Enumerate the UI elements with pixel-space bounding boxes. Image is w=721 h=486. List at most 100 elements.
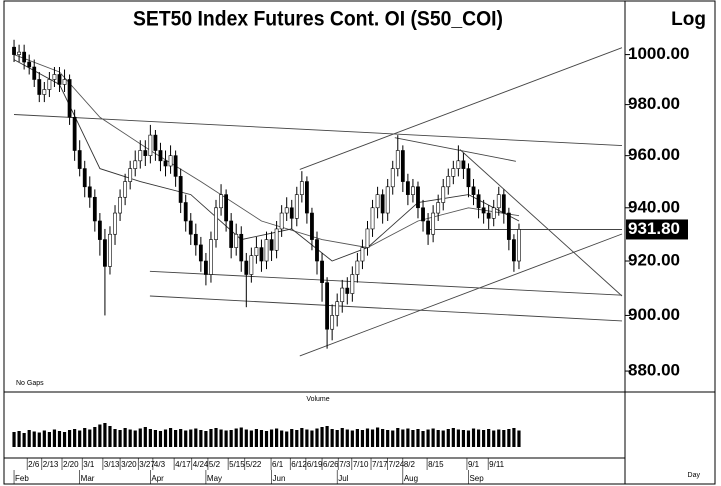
volume-bar [497, 429, 501, 447]
volume-bar [67, 430, 72, 447]
candle-body [87, 186, 92, 198]
volume-bar [214, 428, 218, 447]
candle-body [52, 74, 57, 80]
volume-bar [421, 431, 425, 447]
candle-body [173, 155, 178, 177]
candle-body [22, 51, 27, 63]
candle-body [143, 150, 148, 156]
volume-bar [365, 428, 370, 447]
x-unit-label: Day [688, 472, 701, 479]
volume-bar [411, 430, 415, 447]
candle-body [345, 287, 350, 294]
volume-bar [451, 428, 455, 447]
volume-bar [62, 432, 67, 447]
candle-body [163, 160, 168, 167]
candle-body [249, 255, 254, 275]
x-tick-label: 6/26 [323, 460, 339, 469]
volume-bar [406, 428, 410, 447]
volume-bar [189, 429, 193, 447]
y-tick-label: 960.00 [628, 145, 680, 164]
candle-body [517, 229, 521, 262]
volume-bar [461, 430, 466, 447]
candle-body [299, 181, 304, 195]
trendline [299, 233, 623, 357]
candle-body [264, 239, 269, 262]
volume-bar [290, 429, 294, 447]
x-tick-label: 7/3 [339, 460, 351, 469]
y-tick-label: 920.00 [628, 251, 680, 270]
x-tick-label: 7/10 [353, 460, 369, 469]
candle-body [259, 247, 264, 262]
candle-body [108, 233, 112, 267]
volume-bar [229, 430, 233, 447]
candle-body [350, 274, 355, 294]
volume-bar [285, 431, 289, 447]
candle-body [72, 116, 77, 151]
volume-bar [391, 430, 395, 447]
volume-bar [310, 430, 314, 447]
candle-body [416, 186, 420, 209]
y-tick-label: 940.00 [628, 197, 680, 216]
candle-body [198, 244, 203, 262]
volume-bar [269, 429, 274, 447]
volume-bar [52, 429, 57, 447]
volume-bar [88, 429, 92, 447]
candle-body [365, 228, 370, 248]
volume-bar [264, 431, 269, 447]
volume-bar [295, 430, 299, 447]
candle-body [57, 74, 62, 85]
x-tick-label: 5/2 [209, 460, 221, 469]
volume-bar [360, 430, 365, 447]
volume-bar [47, 432, 51, 447]
month-label: Apr [151, 474, 164, 483]
volume-bar [482, 430, 486, 447]
volume-bar [118, 430, 122, 447]
volume-label: Volume [306, 396, 329, 403]
volume-bar [78, 430, 82, 447]
candle-body [355, 260, 360, 275]
candle-body [62, 79, 67, 85]
volume-bar [275, 428, 279, 447]
volume-bar [517, 430, 521, 447]
candle-body [426, 220, 430, 235]
volume-bar [224, 430, 228, 447]
x-tick-label: 6/12 [291, 460, 307, 469]
volume-bar [199, 430, 203, 447]
candle-body [481, 207, 486, 214]
candle-body [506, 212, 511, 240]
volume-bar [446, 429, 450, 447]
volume-bar [401, 429, 405, 447]
candle-body [128, 168, 133, 182]
candle-body [229, 220, 234, 248]
candle-body [153, 134, 158, 151]
candle-body [27, 61, 32, 68]
candle-body [12, 46, 16, 55]
candle-body [400, 150, 405, 182]
candle-body [476, 194, 481, 209]
volume-bar [259, 430, 264, 447]
candle-body [209, 239, 213, 275]
y-tick-label: 1000.00 [628, 44, 689, 63]
volume-bar [325, 426, 329, 447]
candle-body [32, 66, 37, 80]
volume-bar [108, 426, 112, 447]
volume-bar [300, 428, 304, 447]
volume-bar [426, 429, 430, 447]
candle-body [158, 150, 163, 162]
month-label: May [207, 474, 222, 483]
candle-body [375, 194, 380, 209]
month-label: Sep [469, 474, 484, 483]
volume-bar [335, 430, 339, 447]
candle-body [42, 89, 47, 95]
moving-average [13, 59, 520, 262]
candle-body [269, 239, 274, 251]
candle-body [471, 186, 476, 195]
volume-bar [163, 429, 168, 447]
volume-bar [179, 429, 183, 447]
candle-body [188, 220, 193, 235]
candle-body [37, 79, 42, 95]
last-price-box [626, 219, 688, 240]
candle-body [148, 134, 153, 156]
volume-bar [441, 430, 445, 447]
candle-body [436, 202, 441, 214]
